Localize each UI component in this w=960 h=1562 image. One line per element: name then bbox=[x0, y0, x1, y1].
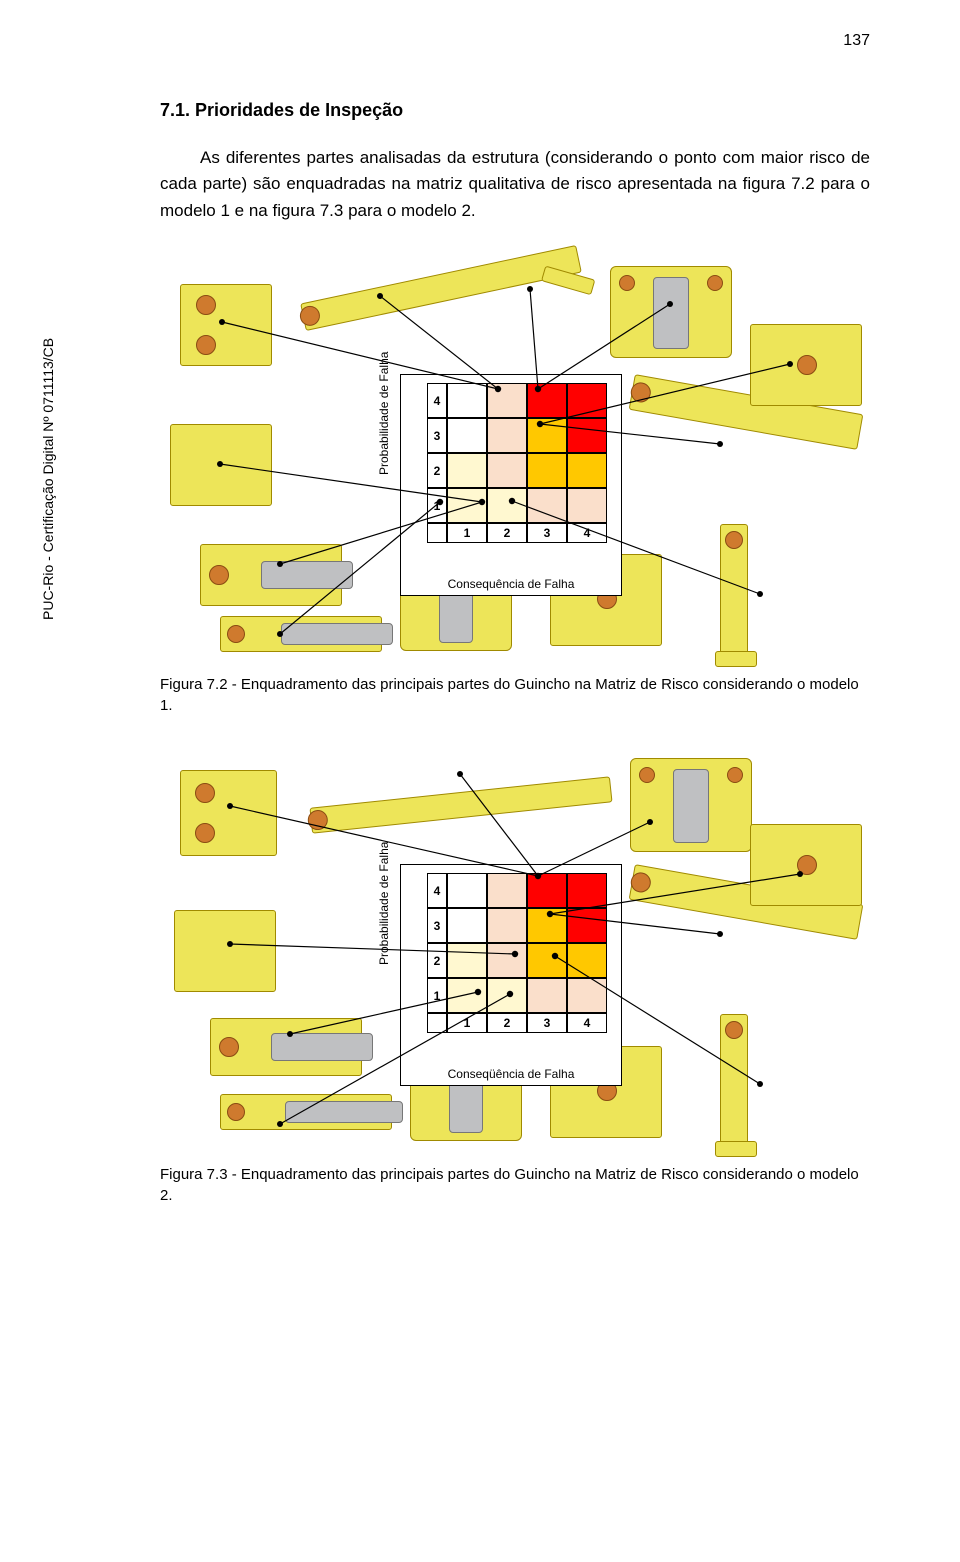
matrix-ytick: 4 bbox=[427, 873, 447, 908]
matrix-cell bbox=[487, 453, 527, 488]
part-boom-arm-2 bbox=[309, 776, 612, 833]
matrix-cell bbox=[487, 908, 527, 943]
matrix-cell bbox=[487, 488, 527, 523]
section-title: 7.1. Prioridades de Inspeção bbox=[160, 100, 870, 121]
part-boom-arm bbox=[300, 245, 582, 331]
matrix-cell bbox=[447, 908, 487, 943]
part-winch-drum-top-2 bbox=[630, 758, 752, 852]
part-winch-drum-top bbox=[610, 266, 732, 358]
matrix2-grid: 43211234 bbox=[427, 873, 607, 1033]
part-cylinder-base bbox=[200, 544, 342, 606]
part-bracket-top-left-2 bbox=[180, 770, 277, 856]
matrix-xtick: 1 bbox=[447, 523, 487, 543]
matrix-cell bbox=[527, 943, 567, 978]
matrix1-ylabel: Probabilidade de Falha bbox=[377, 352, 391, 475]
caption-7-2: Figura 7.2 - Enquadramento das principai… bbox=[160, 674, 870, 716]
risk-matrix-2: Probabilidade de Falha 43211234 Conseqüê… bbox=[400, 864, 622, 1086]
matrix-corner bbox=[427, 523, 447, 543]
matrix2-xlabel: Conseqüência de Falha bbox=[401, 1067, 621, 1081]
matrix-corner bbox=[427, 1013, 447, 1033]
paragraph-intro: As diferentes partes analisadas da estru… bbox=[160, 145, 870, 224]
matrix-cell bbox=[527, 873, 567, 908]
matrix-cell bbox=[487, 978, 527, 1013]
matrix-cell bbox=[567, 978, 607, 1013]
part-leg-2 bbox=[720, 1014, 748, 1156]
matrix-xtick: 3 bbox=[527, 1013, 567, 1033]
figure-7-2: Probabilidade de Falha 43211234 Consequê… bbox=[160, 244, 870, 664]
part-cylinder-base-2 bbox=[210, 1018, 362, 1076]
matrix-ytick: 3 bbox=[427, 908, 447, 943]
matrix1-xlabel: Consequência de Falha bbox=[401, 577, 621, 591]
matrix-ytick: 2 bbox=[427, 943, 447, 978]
part-bracket-top-left bbox=[180, 284, 272, 366]
section-heading: Prioridades de Inspeção bbox=[195, 100, 403, 120]
matrix-xtick: 4 bbox=[567, 523, 607, 543]
matrix-cell bbox=[567, 418, 607, 453]
matrix-xtick: 2 bbox=[487, 523, 527, 543]
matrix-cell bbox=[527, 488, 567, 523]
matrix-ytick: 1 bbox=[427, 978, 447, 1013]
matrix-cell bbox=[527, 978, 567, 1013]
risk-matrix-1: Probabilidade de Falha 43211234 Consequê… bbox=[400, 374, 622, 596]
page: 137 PUC-Rio - Certificação Digital Nº 07… bbox=[0, 0, 960, 1562]
matrix-ytick: 4 bbox=[427, 383, 447, 418]
matrix-ytick: 3 bbox=[427, 418, 447, 453]
figure-7-3: Probabilidade de Falha 43211234 Conseqüê… bbox=[160, 734, 870, 1154]
sidebar-certification: PUC-Rio - Certificação Digital Nº 071111… bbox=[40, 338, 56, 620]
matrix-xtick: 1 bbox=[447, 1013, 487, 1033]
matrix-cell bbox=[447, 383, 487, 418]
part-bracket-left-green-2 bbox=[174, 910, 276, 992]
matrix2-ylabel: Probabilidade de Falha bbox=[377, 842, 391, 965]
matrix-cell bbox=[527, 453, 567, 488]
part-leg bbox=[720, 524, 748, 666]
part-piston-2 bbox=[220, 1094, 392, 1130]
matrix-xtick: 3 bbox=[527, 523, 567, 543]
matrix-cell bbox=[487, 873, 527, 908]
matrix-cell bbox=[487, 383, 527, 418]
matrix-cell bbox=[567, 873, 607, 908]
matrix-cell bbox=[567, 908, 607, 943]
page-number: 137 bbox=[843, 32, 870, 50]
matrix-cell bbox=[447, 978, 487, 1013]
matrix-cell bbox=[527, 418, 567, 453]
caption-7-3: Figura 7.3 - Enquadramento das principai… bbox=[160, 1164, 870, 1206]
matrix-ytick: 2 bbox=[427, 453, 447, 488]
matrix-cell bbox=[447, 488, 487, 523]
matrix-cell bbox=[527, 908, 567, 943]
matrix-ytick: 1 bbox=[427, 488, 447, 523]
matrix-cell bbox=[447, 453, 487, 488]
section-number: 7.1. bbox=[160, 100, 190, 120]
matrix-cell bbox=[447, 418, 487, 453]
matrix-cell bbox=[487, 943, 527, 978]
part-piston bbox=[220, 616, 382, 652]
matrix-cell bbox=[567, 453, 607, 488]
part-head-block bbox=[750, 324, 862, 406]
matrix-cell bbox=[567, 943, 607, 978]
matrix-xtick: 4 bbox=[567, 1013, 607, 1033]
matrix1-grid: 43211234 bbox=[427, 383, 607, 543]
matrix-cell bbox=[447, 873, 487, 908]
matrix-xtick: 2 bbox=[487, 1013, 527, 1033]
part-bracket-left-green bbox=[170, 424, 272, 506]
matrix-cell bbox=[527, 383, 567, 418]
matrix-cell bbox=[447, 943, 487, 978]
matrix-cell bbox=[567, 383, 607, 418]
part-head-block-3 bbox=[750, 824, 862, 906]
matrix-cell bbox=[487, 418, 527, 453]
matrix-cell bbox=[567, 488, 607, 523]
